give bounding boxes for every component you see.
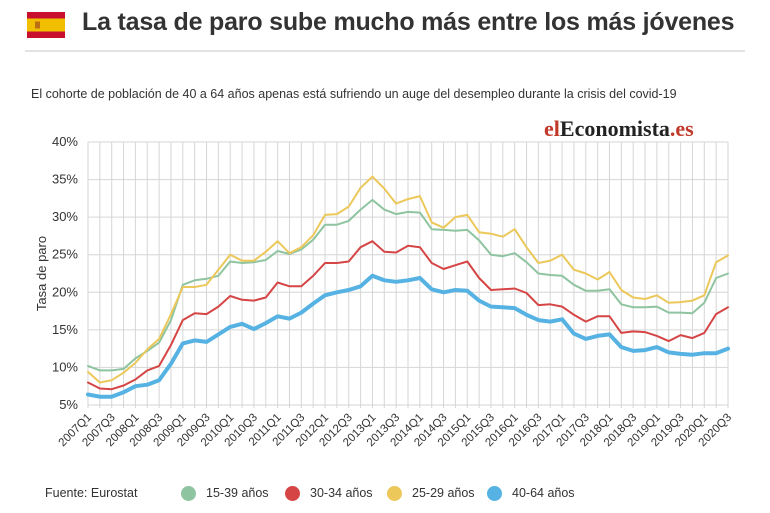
y-tick-label: 10% <box>52 359 78 374</box>
legend-marker-40-64 <box>487 485 502 501</box>
spain-flag-icon <box>27 12 65 38</box>
series-line-30-34 <box>87 240 729 391</box>
y-tick-label: 20% <box>52 284 78 299</box>
series-line-40-64 <box>86 273 730 399</box>
logo-part-economista: Economista <box>559 116 670 141</box>
legend-item-40-64: 40-64 años <box>487 484 575 502</box>
logo-part-es: .es <box>669 116 694 141</box>
y-tick-label: 15% <box>52 322 78 337</box>
header-divider <box>25 50 745 52</box>
legend-item-30-34: 30-34 años <box>285 484 373 502</box>
legend-label-15-39: 15-39 años <box>206 486 269 500</box>
y-tick-label: 25% <box>52 247 78 262</box>
y-tick-label: 40% <box>52 134 78 149</box>
legend-marker-15-39 <box>181 485 196 501</box>
series-line-15-39 <box>87 198 729 372</box>
legend-item-15-39: 15-39 años <box>181 484 269 502</box>
legend-label-40-64: 40-64 años <box>512 486 575 500</box>
y-tick-label: 35% <box>52 172 78 187</box>
legend-label-25-29: 25-29 años <box>412 486 475 500</box>
logo-part-el: el <box>544 116 560 141</box>
legend-item-25-29: 25-29 años <box>387 484 475 502</box>
legend-marker-25-29 <box>387 485 402 501</box>
header: La tasa de paro sube mucho más entre los… <box>0 0 770 52</box>
legend-marker-30-34 <box>285 485 300 501</box>
y-tick-label: 30% <box>52 209 78 224</box>
chart-subtitle: El cohorte de población de 40 a 64 años … <box>31 87 677 101</box>
series-line-25-29 <box>87 175 729 384</box>
page-title: La tasa de paro sube mucho más entre los… <box>82 8 735 36</box>
eleconomista-logo: elEconomista.es <box>544 116 694 142</box>
y-axis-title: Tasa de paro <box>34 236 49 311</box>
source-note: Fuente: Eurostat <box>45 486 138 500</box>
legend-label-30-34: 30-34 años <box>310 486 373 500</box>
y-tick-label: 5% <box>59 397 78 412</box>
